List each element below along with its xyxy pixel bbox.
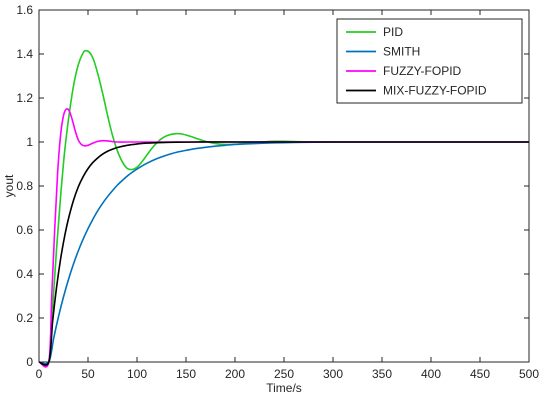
series-line-mix-fuzzy-fopid [38, 141, 529, 366]
x-tick-label: 0 [36, 367, 43, 381]
x-tick-label: 400 [421, 367, 441, 381]
x-tick-label: 50 [81, 367, 95, 381]
y-tick-label: 0.6 [16, 223, 33, 237]
legend-entry: FUZZY-FOPID [383, 64, 462, 78]
y-tick-label: 0.8 [16, 179, 33, 193]
x-tick-label: 200 [225, 367, 245, 381]
legend-entry: SMITH [383, 45, 420, 59]
x-tick-label: 450 [470, 367, 490, 381]
y-tick-label: 0 [26, 355, 33, 369]
axis-ticks [38, 9, 530, 363]
x-tick-label: 500 [519, 367, 539, 381]
y-tick-label: 0.2 [16, 311, 33, 325]
legend-entry: MIX-FUZZY-FOPID [383, 84, 487, 98]
y-axis-label: yout [2, 174, 16, 197]
y-tick-label: 1 [26, 135, 33, 149]
legend: PID SMITH FUZZY-FOPID MIX-FUZZY-FOPID [336, 18, 523, 104]
x-tick-label: 150 [176, 367, 196, 381]
x-tick-label: 300 [323, 367, 343, 381]
y-tick-label: 0.4 [16, 267, 33, 281]
legend-box [336, 18, 523, 104]
x-tick-label: 350 [372, 367, 392, 381]
y-tick-label: 1.6 [16, 3, 33, 17]
y-tick-label: 1.4 [16, 47, 33, 61]
x-tick-label: 250 [274, 367, 294, 381]
series-layer [38, 49, 529, 368]
x-tick-label: 100 [127, 367, 147, 381]
y-tick-label: 1.2 [16, 91, 33, 105]
legend-entry: PID [383, 25, 403, 39]
x-axis-label: Time/s [266, 381, 302, 395]
tick-labels: 0 50 100 150 200 250 300 350 400 450 500 0 0.2 0.4 0.6… [16, 3, 539, 381]
